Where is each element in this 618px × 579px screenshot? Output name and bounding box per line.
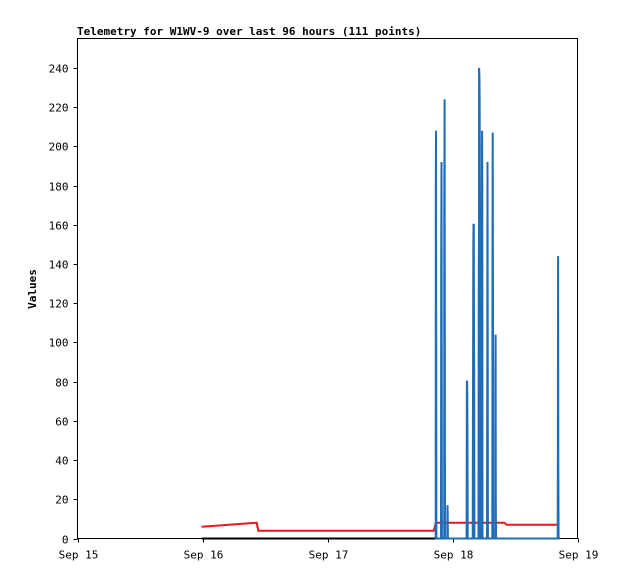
y-tick-label: 20 [55,494,68,507]
y-tick-label: 200 [49,141,69,154]
x-tick-label: Sep 17 [309,549,349,562]
y-tick-label: 60 [55,416,68,429]
y-tick-label: 0 [62,534,69,547]
x-tick-label: Sep 19 [559,549,599,562]
y-tick-label: 100 [49,337,69,350]
y-tick-label: 160 [49,220,69,233]
y-tick-label: 240 [49,63,69,76]
series-layer [201,67,560,540]
chart-title: Telemetry for W1WV-9 over last 96 hours … [77,25,421,38]
y-tick-label: 40 [55,455,68,468]
y-axis-ticks: 0 20 40 60 80 100 120 140 160 180 200 220 240 [49,63,78,547]
y-tick-label: 140 [49,259,69,272]
x-tick-label: Sep 16 [184,549,224,562]
x-axis-ticks: Sep 15 Sep 16 Sep 17 Sep 18 Sep 19 [59,538,599,562]
y-tick-label: 220 [49,102,69,115]
plot-area-frame [77,38,578,539]
y-tick-label: 120 [49,298,69,311]
x-tick-label: Sep 18 [434,549,474,562]
y-tick-label: 180 [49,181,69,194]
series-line-blue [434,67,560,540]
x-tick-label: Sep 15 [59,549,99,562]
y-axis-label: Values [26,269,39,309]
y-tick-label: 80 [55,377,68,390]
